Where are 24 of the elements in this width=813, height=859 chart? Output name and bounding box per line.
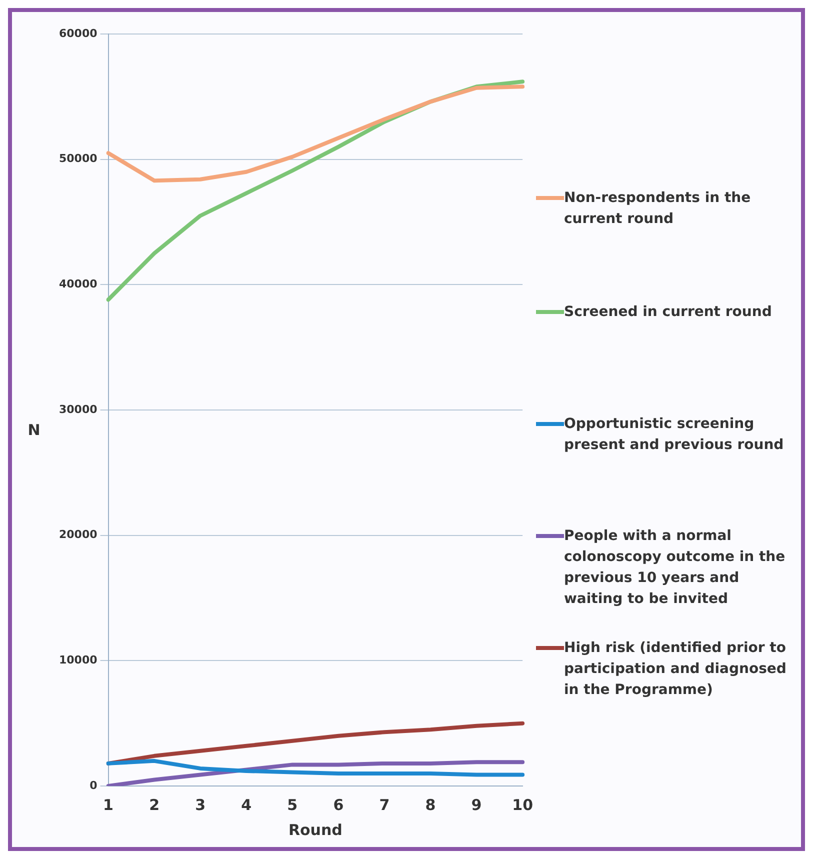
y-tick-label: 10000 [58, 654, 98, 667]
x-tick-label: 2 [149, 796, 160, 814]
x-tick-label: 10 [512, 796, 533, 814]
y-tick-label: 60000 [58, 26, 98, 40]
x-tick-label: 9 [471, 796, 482, 814]
y-tick-label: 0 [90, 778, 98, 792]
x-tick-label: 3 [195, 796, 206, 814]
x-axis-title: Round [288, 820, 342, 839]
legend-label: High risk (identified prior to participation and diagnosed in the Programme) [564, 639, 788, 700]
legend-label: People with a normal colonoscopy outcome in the previous 10 years and waiting to be invited [564, 527, 786, 609]
legend-label: Opportunistic screening present and previous round [564, 415, 785, 455]
x-tick-label: 8 [425, 796, 436, 814]
x-tick-label: 1 [103, 796, 114, 814]
y-tick-label: 50000 [58, 152, 98, 166]
legend-label: Screened in current round [564, 303, 773, 322]
y-tick-label: 40000 [58, 278, 98, 291]
y-tick-label: 20000 [58, 528, 98, 542]
y-axis-title: N [26, 420, 42, 440]
x-tick-label: 4 [241, 796, 252, 814]
x-tick-label: 6 [333, 796, 344, 814]
x-tick-label: 7 [379, 796, 390, 814]
legend-label: Non-respondents in the current round [564, 189, 752, 229]
y-tick-label: 30000 [58, 402, 98, 416]
x-tick-label: 5 [287, 796, 298, 814]
